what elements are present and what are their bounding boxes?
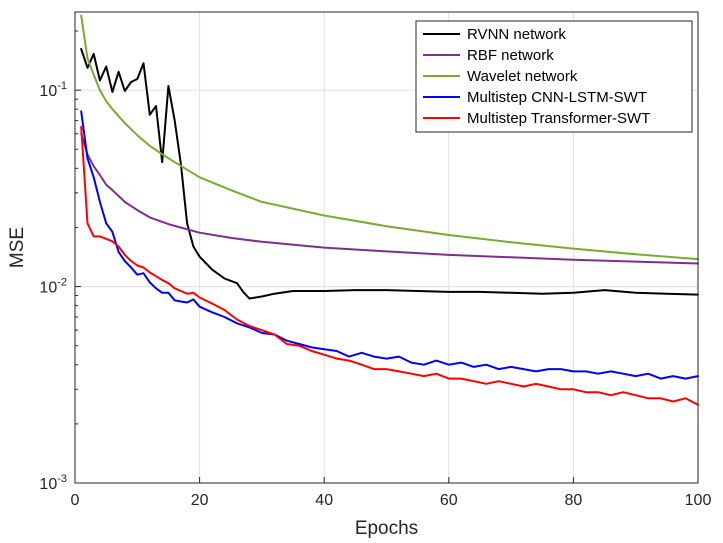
series-line-rbf-network [80, 132, 699, 265]
axes-box [74, 11, 699, 484]
legend-label-multistep-cnn-lstm-swt: Multistep CNN-LSTM-SWT [467, 89, 647, 106]
legend-label-multistep-transformer-swt: Multistep Transformer-SWT [467, 110, 650, 127]
x-tick-label: 60 [440, 492, 458, 509]
series-line-multistep-transformer-swt [80, 125, 699, 406]
y-axis-label: MSE [7, 227, 28, 268]
x-tick-label: 40 [315, 492, 333, 509]
legend-label-wavelet-network: Wavelet network [467, 68, 578, 85]
x-tick-label: 0 [71, 492, 80, 509]
x-tick-label: 80 [565, 492, 583, 509]
legend-box [415, 20, 693, 133]
x-tick-label: 20 [191, 492, 209, 509]
legend-label-rvnn-network: RVNN network [467, 26, 566, 43]
series-layer [80, 14, 699, 406]
x-tick-label: 100 [685, 492, 712, 509]
legend-label-rbf-network: RBF network [467, 47, 554, 64]
series-line-multistep-cnn-lstm-swt [80, 110, 699, 380]
x-axis-label: Epochs [355, 518, 418, 539]
series-line-rvnn-network [80, 48, 699, 300]
series-line-wavelet-network [80, 14, 699, 261]
legend: RVNN network RBF network Wavelet network Mu… [415, 20, 693, 133]
